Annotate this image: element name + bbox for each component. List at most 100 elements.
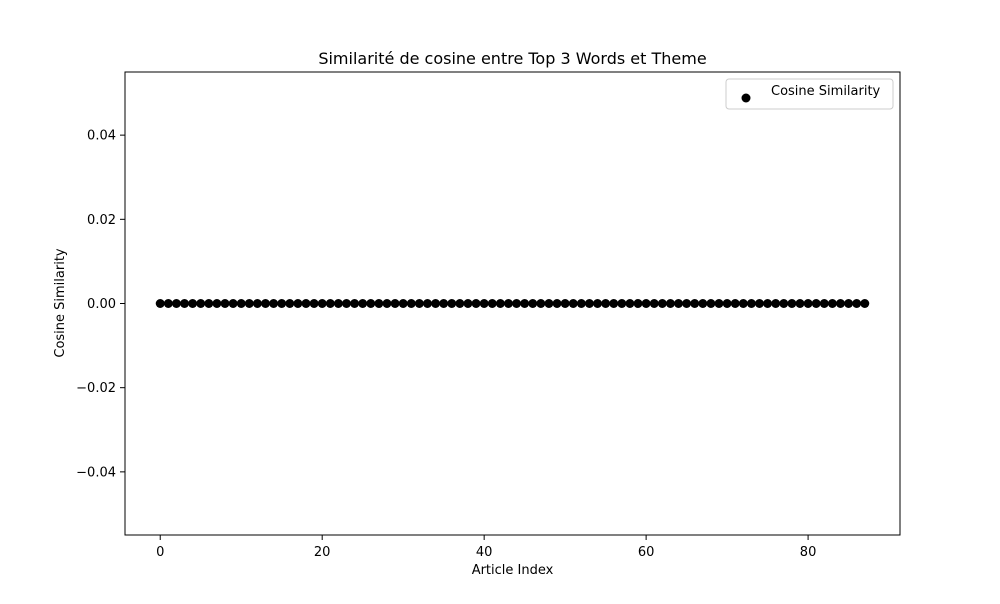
data-point xyxy=(795,299,805,308)
legend-box xyxy=(725,78,894,110)
data-point xyxy=(252,299,262,308)
data-point xyxy=(277,299,287,308)
y-tick-label: 0.00 xyxy=(87,297,116,312)
data-point xyxy=(779,299,789,308)
data-point xyxy=(827,299,837,308)
data-point xyxy=(309,299,319,308)
data-point xyxy=(682,299,692,308)
data-point xyxy=(722,299,732,308)
data-point xyxy=(422,299,432,308)
y-tick-label: 0.02 xyxy=(87,213,116,228)
data-point xyxy=(844,299,854,308)
data-point xyxy=(471,299,481,308)
data-point xyxy=(528,299,538,308)
data-point xyxy=(374,299,384,308)
y-axis-label: Cosine Similarity xyxy=(53,248,68,358)
data-point xyxy=(771,299,781,308)
data-point xyxy=(463,299,473,308)
data-point xyxy=(860,299,870,308)
data-point xyxy=(698,299,708,308)
data-point xyxy=(196,299,206,308)
data-point xyxy=(447,299,457,308)
data-point xyxy=(560,299,570,308)
axes: 0 20 40 60 80 0.04 0.02 0.00 −0.02 −0.04 xyxy=(76,71,901,560)
data-point xyxy=(155,299,165,308)
data-point xyxy=(576,299,586,308)
data-point xyxy=(382,299,392,308)
data-point xyxy=(479,299,489,308)
x-tick-label: 40 xyxy=(476,545,493,560)
data-point xyxy=(633,299,643,308)
data-point xyxy=(220,299,230,308)
data-point xyxy=(601,299,611,308)
data-point xyxy=(690,299,700,308)
legend: Cosine Similarity xyxy=(725,78,894,110)
data-point xyxy=(163,299,173,308)
data-point xyxy=(398,299,408,308)
x-axis-label: Article Index xyxy=(472,563,554,578)
data-point xyxy=(431,299,441,308)
plot-area xyxy=(155,299,870,308)
data-point xyxy=(293,299,303,308)
data-point xyxy=(811,299,821,308)
data-point xyxy=(171,299,181,308)
y-tick-label: −0.02 xyxy=(76,381,116,396)
data-point xyxy=(358,299,368,308)
y-tick-label: −0.04 xyxy=(76,465,116,480)
data-point xyxy=(763,299,773,308)
data-point xyxy=(285,299,295,308)
data-point xyxy=(657,299,667,308)
data-point xyxy=(269,299,279,308)
data-point xyxy=(803,299,813,308)
data-point xyxy=(390,299,400,308)
data-point xyxy=(746,299,756,308)
data-point xyxy=(261,299,270,308)
data-point xyxy=(325,299,335,308)
data-point xyxy=(714,299,724,308)
data-point xyxy=(730,299,740,308)
legend-marker xyxy=(741,93,751,103)
data-point xyxy=(706,299,716,308)
x-tick-label: 60 xyxy=(638,545,655,560)
data-point xyxy=(544,299,554,308)
data-point xyxy=(188,299,198,308)
data-point xyxy=(439,299,449,308)
data-point xyxy=(520,299,530,308)
x-tick-label: 0 xyxy=(156,545,164,560)
data-point xyxy=(301,299,311,308)
x-tick-label: 20 xyxy=(314,545,331,560)
data-point xyxy=(665,299,675,308)
data-point xyxy=(738,299,748,308)
series-0 xyxy=(155,299,870,308)
data-point xyxy=(755,299,764,308)
data-point xyxy=(625,299,635,308)
data-point xyxy=(333,299,343,308)
data-point xyxy=(455,299,465,308)
data-point xyxy=(212,299,222,308)
data-point xyxy=(236,299,246,308)
data-point xyxy=(674,299,684,308)
chart-title: Similarité de cosine entre Top 3 Words e… xyxy=(318,49,706,68)
data-point xyxy=(406,299,416,308)
data-point xyxy=(787,299,797,308)
data-point xyxy=(593,299,603,308)
data-point xyxy=(819,299,829,308)
data-point xyxy=(204,299,214,308)
data-point xyxy=(641,299,651,308)
x-tick-label: 80 xyxy=(800,545,817,560)
data-point xyxy=(617,299,627,308)
data-point xyxy=(584,299,594,308)
data-point xyxy=(512,299,522,308)
data-point xyxy=(487,299,497,308)
data-point xyxy=(568,299,578,308)
y-tick-label: 0.04 xyxy=(87,129,116,144)
data-point xyxy=(536,299,546,308)
data-point xyxy=(495,299,505,308)
data-point xyxy=(835,299,845,308)
data-point xyxy=(852,299,862,308)
data-point xyxy=(366,299,376,308)
data-point xyxy=(228,299,238,308)
data-point xyxy=(552,299,562,308)
